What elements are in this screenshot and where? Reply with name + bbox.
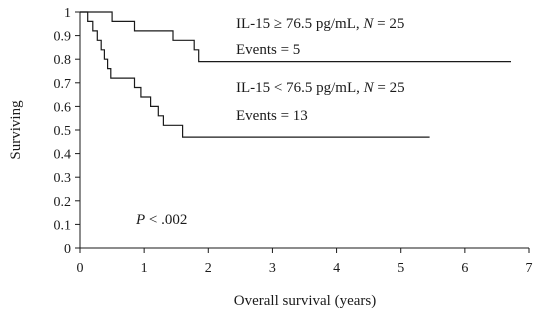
y-tick-label: 0.4 bbox=[54, 148, 72, 163]
y-tick-label: 0.5 bbox=[54, 124, 72, 139]
x-axis-title: Overall survival (years) bbox=[234, 293, 376, 309]
y-tick-label: 0.3 bbox=[54, 171, 72, 186]
p-value-suffix: < .002 bbox=[145, 212, 187, 228]
p-value-var: P bbox=[135, 212, 145, 228]
x-tick-label: 1 bbox=[141, 261, 148, 276]
legend-high-prefix: IL-15 ≥ 76.5 pg/mL, bbox=[236, 16, 363, 32]
y-tick-label: 0.1 bbox=[54, 218, 72, 233]
x-tick-label: 7 bbox=[526, 261, 533, 276]
y-tick-label: 1 bbox=[64, 6, 71, 21]
y-tick-label: 0.9 bbox=[54, 30, 72, 45]
y-tick-label: 0.8 bbox=[54, 53, 72, 68]
x-tick-label: 4 bbox=[333, 261, 340, 276]
legend-low-suffix: = 25 bbox=[374, 80, 405, 96]
survival-curve-low bbox=[80, 11, 430, 138]
x-tick-label: 6 bbox=[461, 261, 468, 276]
x-tick-label: 3 bbox=[269, 261, 276, 276]
legend-low-prefix: IL-15 < 76.5 pg/mL, bbox=[236, 80, 364, 96]
legend-high-n: N bbox=[362, 16, 374, 32]
survival-curve-high bbox=[80, 11, 511, 63]
legend-low-n: N bbox=[363, 80, 375, 96]
y-tick-label: 0.7 bbox=[54, 77, 72, 92]
legend-low-group: IL-15 < 76.5 pg/mL, N = 25 bbox=[236, 80, 405, 96]
legend-high-group: IL-15 ≥ 76.5 pg/mL, N = 25 bbox=[236, 16, 404, 32]
p-value: P < .002 bbox=[135, 212, 187, 228]
x-tick-label: 5 bbox=[397, 261, 404, 276]
events-high: Events = 5 bbox=[236, 42, 300, 58]
events-low: Events = 13 bbox=[236, 108, 308, 124]
y-tick-label: 0.2 bbox=[54, 195, 72, 210]
y-tick-label: 0.6 bbox=[54, 100, 72, 115]
series-layer bbox=[80, 11, 511, 138]
legend-high-suffix: = 25 bbox=[373, 16, 404, 32]
x-axis: 0 1 2 3 4 5 6 7 bbox=[77, 247, 533, 276]
x-tick-label: 2 bbox=[205, 261, 212, 276]
y-axis: 0 0.1 0.2 0.3 0.4 0.5 0.6 0.7 0.8 0.9 1 bbox=[54, 6, 81, 257]
y-tick-label: 0 bbox=[64, 242, 71, 257]
y-axis-title: Surviving bbox=[8, 100, 24, 160]
x-tick-label: 0 bbox=[77, 261, 84, 276]
